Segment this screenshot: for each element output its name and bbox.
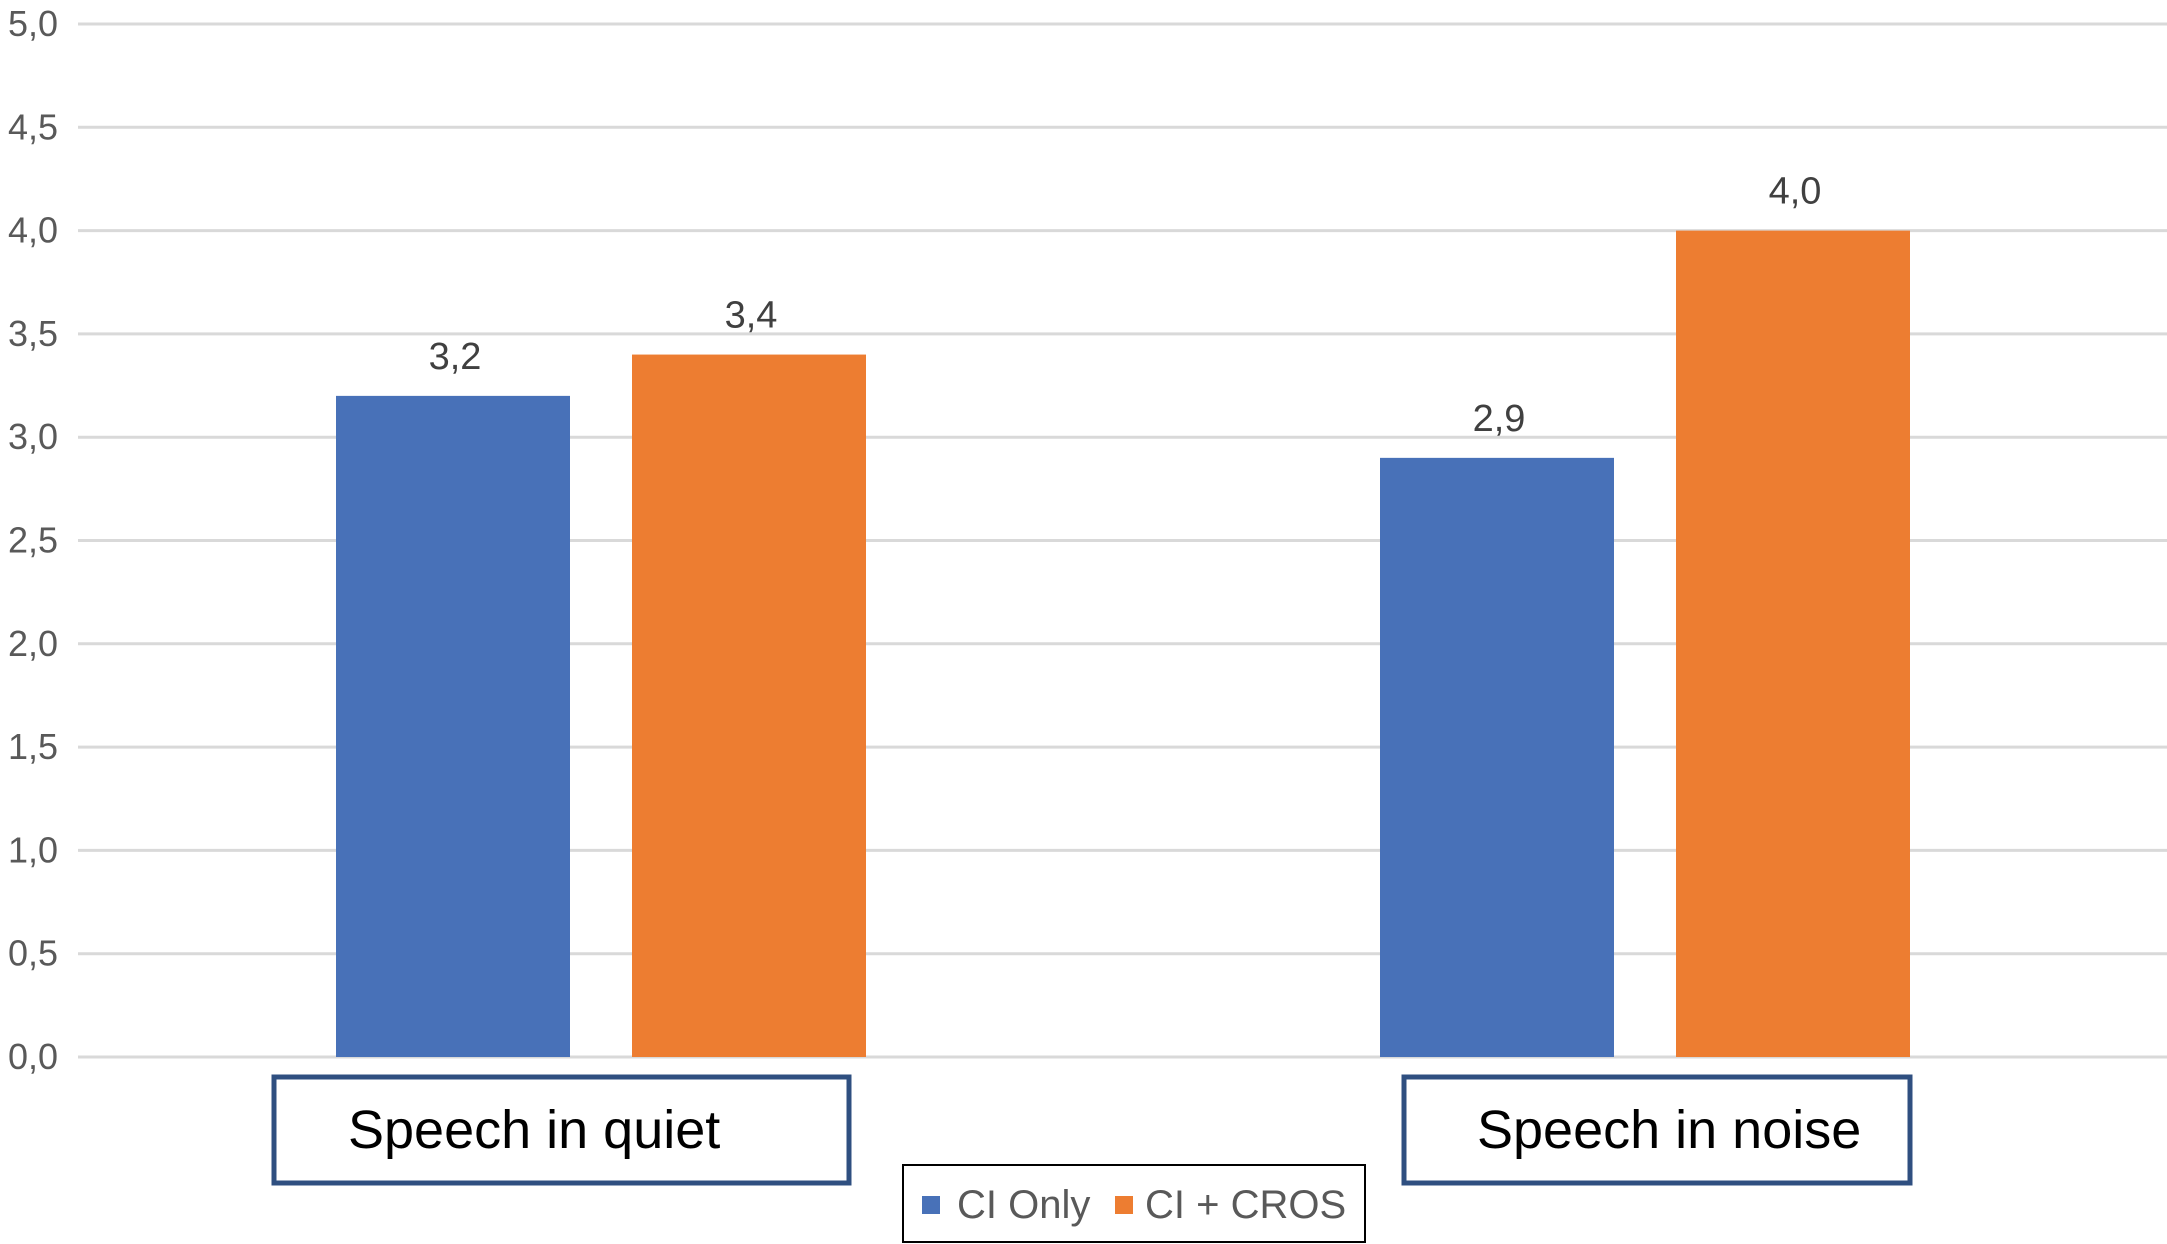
data-label: 2,9 — [1473, 398, 1526, 440]
y-tick-label: 1,5 — [8, 726, 58, 767]
legend-box — [902, 1164, 1366, 1243]
y-tick-label: 3,0 — [8, 416, 58, 457]
y-tick-label: 5,0 — [8, 3, 58, 44]
category-box-speech-in-noise: Speech in noise — [1401, 1074, 1913, 1186]
data-label: 3,4 — [725, 295, 778, 337]
data-label: 3,2 — [429, 336, 482, 378]
bar — [1676, 230, 1910, 1058]
bar — [632, 354, 866, 1057]
y-tick-label: 4,5 — [8, 106, 58, 147]
y-tick-label: 2,0 — [8, 623, 58, 664]
legend-swatch-ci-only — [922, 1196, 940, 1214]
y-tick-label: 4,0 — [8, 210, 58, 251]
legend-label-ci-cros: CI + CROS — [1145, 1183, 1346, 1227]
legend-swatch-ci-cros — [1115, 1196, 1133, 1214]
y-tick-label: 0,0 — [8, 1036, 58, 1077]
data-label: 4,0 — [1769, 171, 1822, 213]
y-axis: 0,0 0,5 1,0 1,5 2,0 2,5 3,0 3,5 4,0 4,5 5,0 — [8, 3, 58, 1077]
category-label: Speech in noise — [1477, 1100, 1861, 1160]
bar — [336, 395, 570, 1057]
y-tick-label: 1,0 — [8, 829, 58, 870]
y-tick-label: 0,5 — [8, 933, 58, 974]
y-tick-label: 3,5 — [8, 313, 58, 354]
legend: CI Only CI + CROS — [902, 1164, 1366, 1243]
data-labels: 3,2 3,4 2,9 4,0 — [429, 171, 1822, 440]
y-tick-label: 2,5 — [8, 520, 58, 561]
category-box-speech-in-quiet: Speech in quiet — [271, 1074, 852, 1186]
legend-label-ci-only: CI Only — [957, 1183, 1090, 1227]
category-label: Speech in quiet — [348, 1100, 720, 1160]
bar — [1380, 457, 1614, 1057]
bars — [336, 230, 1910, 1058]
